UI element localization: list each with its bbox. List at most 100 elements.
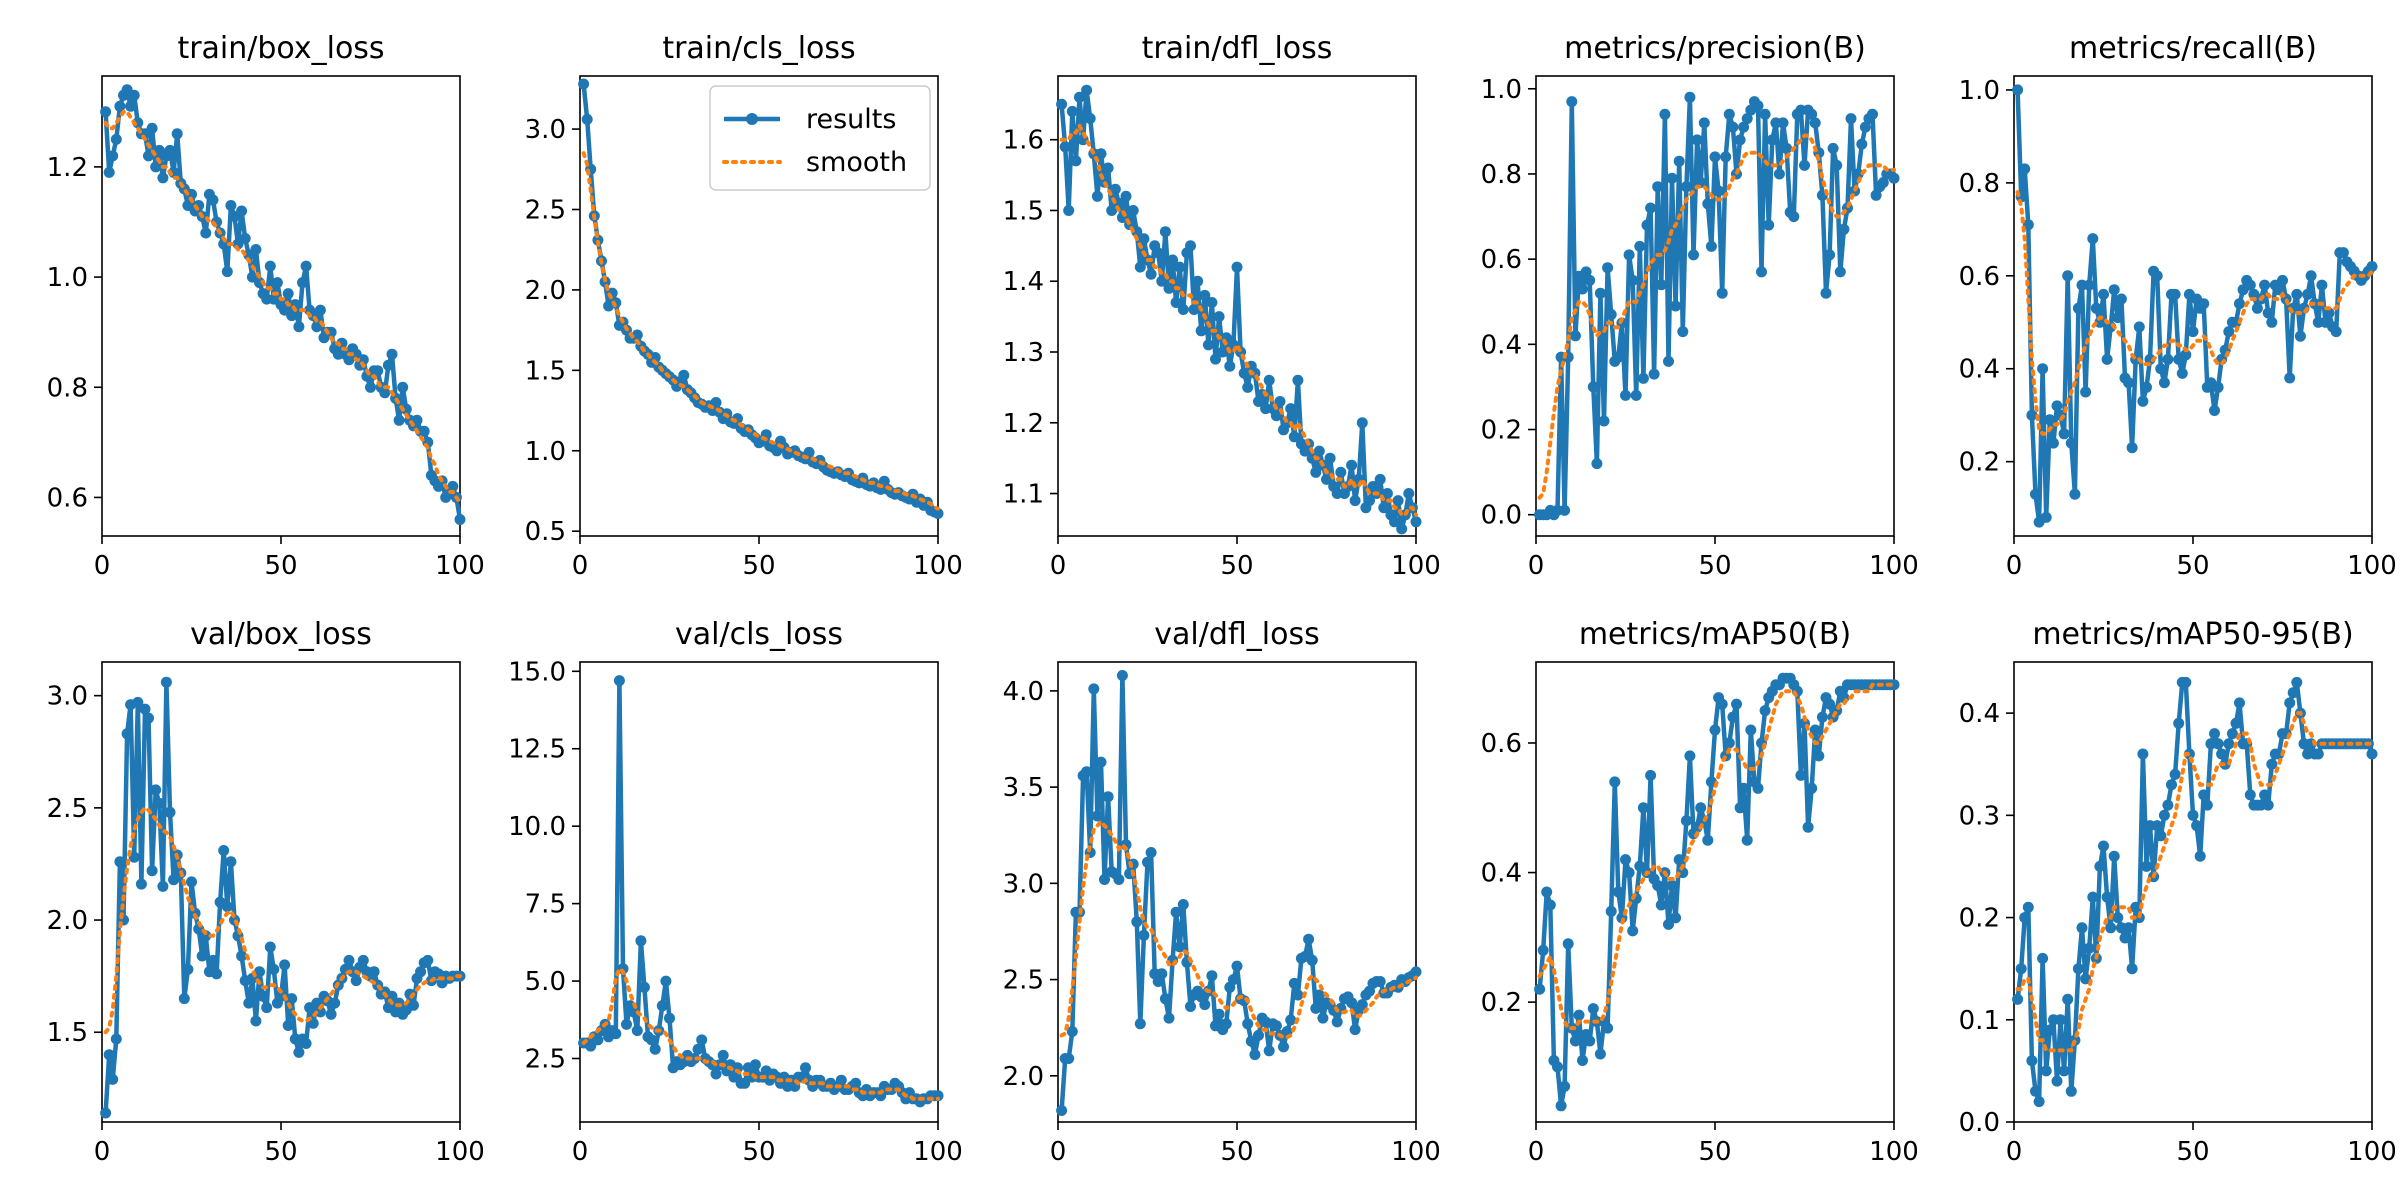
- results-point: [382, 359, 394, 371]
- results-point: [2262, 799, 2274, 811]
- results-point: [2141, 381, 2152, 393]
- results-point: [1063, 1053, 1075, 1064]
- results-point: [2030, 488, 2041, 500]
- results-point: [1845, 113, 1857, 125]
- results-point: [2076, 922, 2088, 934]
- results-point: [635, 935, 647, 947]
- results-point: [1134, 1018, 1146, 1030]
- y-tick-label: 2.5: [1003, 966, 1044, 996]
- results-point: [2259, 279, 2271, 291]
- results-point: [2040, 511, 2052, 523]
- legend-label-results: results: [806, 104, 896, 135]
- x-tick-label: 50: [1220, 1137, 1253, 1167]
- results-point: [1666, 880, 1678, 891]
- results-point: [2305, 270, 2317, 282]
- results-point: [150, 161, 162, 173]
- results-point: [132, 696, 144, 708]
- results-point: [1602, 262, 1614, 274]
- results-point: [2090, 302, 2102, 314]
- results-point: [2108, 284, 2120, 296]
- results-point: [171, 128, 183, 140]
- results-point: [100, 1107, 112, 1119]
- results-point: [1206, 970, 1218, 982]
- y-tick-label: 1.6: [1003, 126, 1044, 156]
- results-point: [1056, 98, 1068, 110]
- results-point: [1680, 181, 1692, 193]
- results-point: [1745, 724, 1757, 736]
- results-point: [2098, 840, 2109, 852]
- results-point: [2022, 219, 2034, 231]
- results-point: [2058, 1065, 2070, 1077]
- results-point: [1716, 698, 1728, 710]
- results-point: [1645, 769, 1657, 781]
- results-point: [1691, 134, 1703, 146]
- results-point: [2158, 809, 2170, 821]
- results-point: [2065, 1085, 2077, 1097]
- results-point: [1066, 1026, 1078, 1037]
- results-point: [103, 1049, 115, 1061]
- results-point: [1670, 912, 1682, 924]
- results-point: [1594, 1048, 1606, 1060]
- results-point: [1634, 240, 1646, 252]
- results-point: [2115, 293, 2127, 305]
- results-point: [1652, 181, 1664, 193]
- results-point: [2040, 1065, 2052, 1077]
- results-point: [2072, 302, 2084, 314]
- results-point: [164, 806, 176, 818]
- results-point: [1185, 240, 1196, 252]
- results-point: [1723, 737, 1735, 749]
- results-point: [1113, 874, 1125, 885]
- results-point: [372, 365, 384, 377]
- results-point: [1185, 1001, 1196, 1012]
- results-point: [1663, 918, 1674, 930]
- x-tick-label: 0: [1528, 551, 1545, 581]
- results-point: [581, 113, 593, 125]
- y-tick-label: 2.0: [1003, 1062, 1044, 1092]
- results-point: [182, 963, 194, 975]
- results-point: [1356, 999, 1368, 1011]
- y-tick-label: 0.6: [1481, 729, 1522, 759]
- results-point: [1827, 142, 1839, 154]
- results-point: [628, 1006, 640, 1018]
- results-point: [1816, 711, 1828, 723]
- results-point: [1620, 854, 1631, 866]
- results-point: [2130, 901, 2142, 913]
- results-point: [2212, 381, 2224, 393]
- results-point: [415, 966, 427, 978]
- y-tick-label: 1.5: [47, 1018, 88, 1048]
- results-point: [279, 959, 291, 971]
- results-point: [2033, 1096, 2045, 1108]
- results-point: [2302, 288, 2314, 300]
- results-point: [275, 990, 287, 1002]
- results-point: [225, 856, 237, 868]
- results-point: [1242, 381, 1254, 393]
- results-point: [2030, 1085, 2041, 1097]
- results-point: [2022, 901, 2034, 913]
- legend-label-smooth: smooth: [806, 147, 907, 178]
- results-point: [1227, 974, 1239, 986]
- results-point: [1673, 155, 1685, 167]
- results-point: [631, 329, 643, 341]
- results-point: [1167, 254, 1179, 266]
- results-point: [1349, 1024, 1361, 1036]
- legend-results-marker: [746, 113, 758, 125]
- results-point: [2291, 676, 2303, 688]
- results-point: [2187, 326, 2199, 338]
- results-point: [1734, 134, 1746, 146]
- results-point: [2151, 820, 2163, 832]
- results-point: [1759, 108, 1771, 120]
- results-point: [585, 1040, 597, 1052]
- y-tick-label: 0.4: [1481, 330, 1522, 360]
- results-point: [1734, 802, 1746, 814]
- results-point: [1713, 185, 1725, 197]
- results-line: [1059, 673, 1418, 1111]
- results-point: [1364, 495, 1375, 507]
- results-point: [293, 1046, 305, 1058]
- results-point: [2137, 395, 2149, 407]
- results-point: [1684, 91, 1696, 103]
- results-point: [207, 194, 219, 206]
- results-point: [2047, 437, 2059, 449]
- results-point: [850, 1077, 862, 1089]
- results-point: [656, 1000, 668, 1012]
- results-point: [2294, 330, 2306, 342]
